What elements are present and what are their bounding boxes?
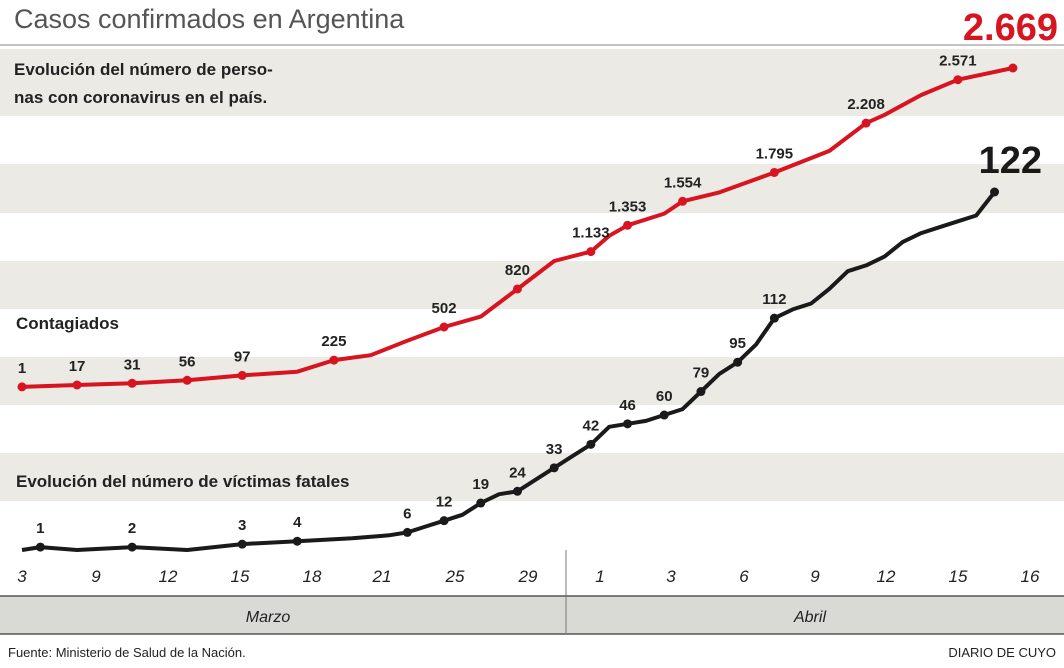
deaths-point (439, 516, 449, 526)
x-tick-label: 18 (303, 567, 322, 586)
deaths-data-label: 12 (436, 494, 453, 511)
cases-point (127, 378, 137, 388)
deaths-data-label: 3 (238, 517, 246, 534)
source-note: Fuente: Ministerio de Salud de la Nación… (8, 645, 246, 660)
cases-data-label: 225 (321, 333, 346, 350)
x-tick-label: 3 (17, 567, 27, 586)
deaths-point (402, 527, 412, 537)
deaths-point (696, 387, 706, 397)
month-label-marzo: Marzo (246, 609, 291, 626)
deaths-point (769, 313, 779, 323)
cases-point (861, 118, 871, 128)
month-band (0, 596, 1064, 634)
cases-point (769, 167, 779, 177)
cases-data-label: 820 (505, 262, 530, 279)
deaths-data-label: 112 (762, 291, 786, 308)
x-tick-label: 25 (445, 567, 465, 586)
cases-data-label: 1.554 (664, 174, 702, 191)
deaths-line (21, 190, 997, 552)
x-tick-label: 9 (810, 567, 820, 586)
x-tick-label: 12 (877, 567, 896, 586)
deaths-end-point (990, 187, 1000, 197)
cases-line (21, 66, 1014, 389)
cases-data-label: 17 (69, 358, 86, 375)
series-layer: 1 17 31 56 972255028201.1331.3531.5541.7952.… (17, 53, 1018, 552)
cases-end-point (1008, 63, 1018, 73)
deaths-data-label: 33 (546, 441, 563, 458)
cases-point (329, 355, 339, 365)
cases-point (678, 196, 688, 206)
deaths-point (292, 536, 302, 546)
total-cases-label: 2.669 (963, 7, 1058, 49)
x-tick-label: 1 (595, 567, 604, 586)
subtitle-line-2: nas con coronavirus en el país. (14, 88, 267, 107)
cases-point (586, 247, 596, 257)
subtitle-line-1: Evolución del número de perso- (14, 60, 273, 79)
deaths-point (623, 419, 633, 429)
deaths-point (733, 357, 743, 367)
x-tick-label: 3 (666, 567, 676, 586)
deaths-data-label: 1 (36, 520, 44, 537)
deaths-point (512, 486, 522, 496)
cases-data-label: 502 (432, 300, 457, 317)
cases-point (623, 220, 633, 230)
deaths-data-label: 46 (619, 397, 636, 414)
cases-point (512, 284, 522, 294)
cases-point (953, 75, 963, 85)
deaths-data-label: 19 (472, 476, 489, 493)
deaths-point (659, 410, 669, 420)
total-deaths-label: 122 (979, 140, 1042, 182)
cases-data-label: 1.133 (572, 225, 610, 242)
deaths-series-label: Evolución del número de víctimas fatales (16, 472, 350, 491)
x-tick-labels: 3 9 12 15 18 21 25 29 1 3 6 9 12 15 16 (17, 567, 1040, 586)
x-tick-label: 15 (231, 567, 250, 586)
cases-data-label: 97 (234, 348, 251, 365)
background-bands (0, 49, 1064, 501)
deaths-point (35, 542, 45, 552)
x-tick-label: 9 (91, 567, 101, 586)
x-tick-label: 16 (1021, 567, 1040, 586)
month-label-abril: Abril (793, 609, 826, 626)
cases-data-label: 2.208 (847, 96, 885, 113)
deaths-data-label: 2 (128, 520, 136, 537)
background-band (0, 49, 1064, 116)
cases-point (72, 380, 82, 390)
deaths-data-label: 42 (583, 417, 600, 434)
cases-point (182, 375, 192, 385)
x-tick-label: 12 (159, 567, 178, 586)
cases-point (439, 322, 449, 332)
cases-series-label: Contagiados (16, 314, 119, 333)
cases-data-label: 56 (179, 353, 196, 370)
deaths-data-label: 24 (509, 464, 526, 481)
background-band (0, 164, 1064, 213)
x-tick-label: 15 (949, 567, 968, 586)
x-tick-label: 29 (518, 567, 538, 586)
deaths-data-label: 79 (693, 365, 710, 382)
cases-point (237, 370, 247, 380)
deaths-point (127, 542, 137, 552)
background-band (0, 453, 1064, 501)
cases-data-label: 1 (18, 360, 26, 377)
publisher-brand: DIARIO DE CUYO (948, 645, 1056, 660)
deaths-point (586, 439, 596, 449)
x-tick-label: 21 (372, 567, 392, 586)
deaths-point (237, 539, 247, 549)
deaths-data-label: 60 (656, 388, 673, 405)
deaths-point (476, 498, 486, 508)
deaths-data-label: 4 (293, 514, 302, 531)
deaths-data-label: 6 (403, 505, 411, 522)
cases-point (17, 382, 27, 392)
background-band (0, 261, 1064, 309)
cases-data-label: 1.795 (756, 145, 794, 162)
deaths-data-label: 95 (729, 335, 746, 352)
page-title: Casos confirmados en Argentina (14, 4, 405, 34)
cases-data-label: 2.571 (939, 53, 977, 70)
cases-data-label: 31 (124, 356, 141, 373)
x-tick-label: 6 (739, 567, 749, 586)
deaths-point (549, 463, 559, 473)
cases-data-label: 1.353 (609, 198, 647, 215)
